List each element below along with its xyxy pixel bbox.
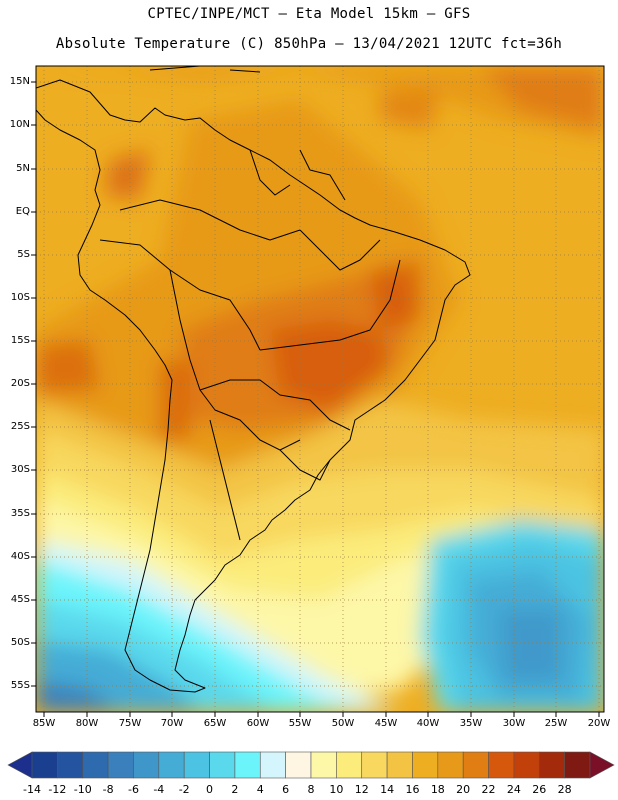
colorbar-swatch	[386, 751, 413, 779]
lon-label: 50W	[331, 718, 355, 729]
chart-subtitle: Absolute Temperature (C) 850hPa – 13/04/…	[55, 36, 563, 52]
lon-label: 85W	[32, 718, 56, 729]
lon-label: 70W	[160, 718, 184, 729]
lat-label: 45S	[10, 594, 30, 605]
lon-label: 80W	[75, 718, 99, 729]
lon-label: 60W	[246, 718, 270, 729]
colorbar-tick-label: 16	[405, 783, 420, 796]
colorbar-swatch	[158, 751, 185, 779]
colorbar-tick-label: 6	[282, 783, 290, 796]
lat-label: 5N	[16, 163, 30, 174]
lat-label: 5S	[17, 249, 30, 260]
colorbar-tick-label: -12	[48, 783, 67, 796]
temperature-field	[36, 66, 604, 712]
grid-lines	[36, 66, 604, 712]
colorbar-swatch	[234, 751, 261, 779]
map-frame	[35, 65, 605, 713]
colorbar-tick-label: -6	[127, 783, 139, 796]
colorbar-swatch	[513, 751, 540, 779]
lat-label: EQ	[15, 206, 30, 217]
lat-label: 40S	[10, 551, 30, 562]
colorbar-swatch	[107, 751, 134, 779]
colorbar-tick-label: 0	[206, 783, 214, 796]
colorbar-high-arrow	[589, 751, 615, 779]
colorbar-swatch	[133, 751, 160, 779]
colorbar-tick-label: -2	[178, 783, 190, 796]
colorbar-low-arrow	[7, 751, 33, 779]
colorbar	[7, 751, 615, 779]
lon-label: 45W	[374, 718, 398, 729]
colorbar-swatch	[31, 751, 58, 779]
colorbar-swatch	[361, 751, 388, 779]
colorbar-swatch	[82, 751, 109, 779]
colorbar-tick-label: 28	[557, 783, 572, 796]
lat-label: 20S	[10, 378, 30, 389]
colorbar-tick-label: -8	[102, 783, 114, 796]
colorbar-tick-label: 20	[456, 783, 471, 796]
lat-label: 15S	[10, 335, 30, 346]
colorbar-swatch	[259, 751, 286, 779]
axis-ticks	[31, 81, 600, 717]
lat-label: 10N	[9, 119, 30, 130]
coastlines	[36, 66, 471, 693]
colorbar-tick-label: 22	[481, 783, 496, 796]
colorbar-swatch	[488, 751, 515, 779]
colorbar-tick-label: 14	[380, 783, 395, 796]
colorbar-swatch	[285, 751, 312, 779]
lat-label: 35S	[10, 508, 30, 519]
lon-label: 40W	[416, 718, 440, 729]
lon-label: 30W	[502, 718, 526, 729]
lat-label: 55S	[10, 680, 30, 691]
colorbar-tick-label: 2	[231, 783, 239, 796]
colorbar-tick-label: 4	[256, 783, 264, 796]
colorbar-tick-label: 26	[532, 783, 547, 796]
lat-label: 50S	[10, 637, 30, 648]
colorbar-tick-label: 10	[329, 783, 344, 796]
colorbar-swatch	[336, 751, 363, 779]
colorbar-swatch	[183, 751, 210, 779]
colorbar-swatch	[462, 751, 489, 779]
colorbar-tick-label: 18	[430, 783, 445, 796]
colorbar-swatch	[538, 751, 565, 779]
colorbar-swatch	[437, 751, 464, 779]
lat-label: 15N	[9, 76, 30, 87]
lon-label: 35W	[459, 718, 483, 729]
lon-label: 25W	[544, 718, 568, 729]
lon-label: 20W	[587, 718, 611, 729]
colorbar-tick-label: -10	[73, 783, 92, 796]
colorbar-swatch	[564, 751, 591, 779]
lat-label: 10S	[10, 292, 30, 303]
colorbar-tick-label: -4	[153, 783, 165, 796]
lat-label: 25S	[10, 421, 30, 432]
lon-label: 65W	[203, 718, 227, 729]
colorbar-swatch	[310, 751, 337, 779]
colorbar-tick-label: -14	[23, 783, 41, 796]
colorbar-tick-label: 12	[354, 783, 369, 796]
chart-title: CPTEC/INPE/MCT – Eta Model 15km – GFS	[147, 6, 471, 22]
lon-label: 75W	[118, 718, 142, 729]
colorbar-tick-label: 8	[307, 783, 315, 796]
colorbar-swatch	[412, 751, 439, 779]
lon-label: 55W	[288, 718, 312, 729]
lat-label: 30S	[10, 464, 30, 475]
colorbar-swatch	[209, 751, 236, 779]
colorbar-swatch	[57, 751, 84, 779]
colorbar-tick-label: 24	[506, 783, 521, 796]
